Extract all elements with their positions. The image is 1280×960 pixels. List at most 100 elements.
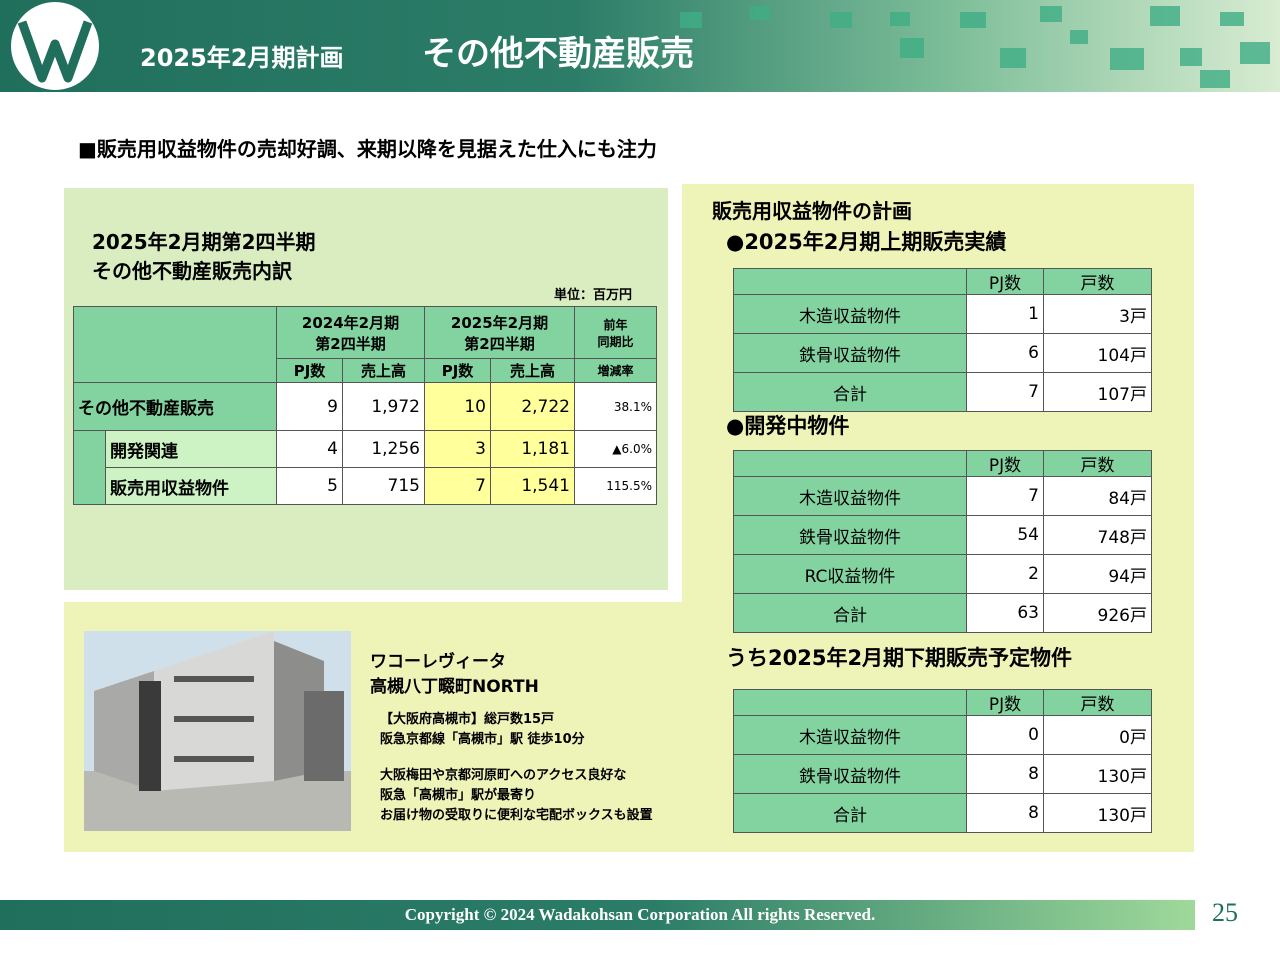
table-cell: 1,256 [342, 430, 425, 468]
table-cell: 1,972 [342, 382, 425, 431]
data-row: 鉄骨収益物件 54 748戸 [733, 515, 1152, 555]
table-cell: 104戸 [1043, 333, 1152, 373]
table-cell: 715 [342, 467, 425, 505]
subheader: PJ数 [276, 358, 343, 383]
header-band [0, 0, 1280, 92]
column-header: 戸数 [1043, 689, 1152, 716]
data-row: 合計 63 926戸 [733, 593, 1152, 633]
data-row: RC収益物件 2 94戸 [733, 554, 1152, 594]
table-cell: 2,722 [490, 382, 575, 431]
table-cell: 0 [966, 715, 1044, 755]
group-header: 2024年2月期 第2四半期 [276, 306, 425, 359]
row-label: 木造収益物件 [733, 715, 967, 755]
text-line: ワコーレヴィータ [370, 652, 506, 672]
row-label: 木造収益物件 [733, 294, 967, 334]
property-features: 大阪梅田や京都河原町へのアクセス良好な 阪急「高槻市」駅が最寄りお届け物の受取りに… [380, 766, 653, 826]
table-cell: 748戸 [1043, 515, 1152, 555]
text-line: 第2四半期 [464, 334, 535, 353]
column-header: PJ数 [966, 268, 1044, 295]
header-row: PJ数 戸数 [733, 450, 1152, 477]
row-label: 鉄骨収益物件 [733, 333, 967, 373]
unit-label: 単位：百万円 [554, 288, 633, 303]
table-cell: 84戸 [1043, 476, 1152, 516]
subheader-row: PJ数 売上高 PJ数 売上高 増減率 [74, 358, 657, 383]
table-cell: 1,181 [490, 430, 575, 468]
row-label: 販売用収益物件 [105, 467, 277, 505]
data-row: その他不動産販売 9 1,972 10 2,722 38.1% [73, 382, 657, 431]
subheader: 増減率 [574, 358, 657, 383]
text-line: 2025年2月期 [450, 313, 549, 332]
plan-table: PJ数 戸数 木造収益物件 1 3戸 鉄骨収益物件 6 104戸 合計 7 107戸 [733, 268, 1152, 412]
table-cell: 7 [966, 476, 1044, 516]
header-cell [73, 306, 277, 383]
data-row: 木造収益物件 0 0戸 [733, 715, 1152, 755]
table-cell: 9 [276, 382, 343, 431]
text-line: 【大阪府高槻市】総戸数15戸 [380, 712, 555, 727]
header-row: PJ数 戸数 [733, 689, 1152, 716]
table-cell: 130戸 [1043, 793, 1152, 833]
text-line: 2025年2月期第2四半期 [92, 230, 316, 254]
text-line: お届け物の受取りに便利な宅配ボックスも設置 [380, 808, 653, 823]
data-row: 合計 7 107戸 [733, 372, 1152, 412]
data-row: 開発関連 4 1,256 3 1,181 ▲6.0% [73, 430, 657, 505]
table-cell: 3戸 [1043, 294, 1152, 334]
text-line: 阪急「高槻市」駅が最寄り [380, 788, 537, 803]
table-cell: 0戸 [1043, 715, 1152, 755]
table-cell: 38.1% [574, 382, 657, 431]
text-line: その他不動産販売内訳 [92, 259, 292, 283]
text-line: 前年 [603, 317, 628, 332]
page-number: 25 [1212, 898, 1238, 927]
section-heading: ●開発中物件 [726, 414, 850, 438]
row-label: 鉄骨収益物件 [733, 515, 967, 555]
row-label: 合計 [733, 593, 967, 633]
table-cell: 7 [424, 467, 491, 505]
table-cell: 115.5% [574, 467, 657, 505]
data-row: 木造収益物件 1 3戸 [733, 294, 1152, 334]
text-line: 大阪梅田や京都河原町へのアクセス良好な [380, 768, 627, 783]
row-label: その他不動産販売 [73, 382, 277, 431]
copyright: Copyright © 2024 Wadakohsan Corporation … [404, 905, 876, 924]
group-header: 前年 同期比 [574, 306, 657, 359]
table-cell: 7 [966, 372, 1044, 412]
table-cell: 107戸 [1043, 372, 1152, 412]
row-label: 開発関連 [105, 430, 277, 468]
data-row: 販売用収益物件 5 715 7 1,541 115.5% [74, 467, 657, 505]
plan-title: 販売用収益物件の計画 [712, 199, 912, 223]
table-cell: 926戸 [1043, 593, 1152, 633]
table-cell: 1 [966, 294, 1044, 334]
header-cell [733, 689, 967, 716]
property-photo [84, 631, 351, 831]
table-cell: 8 [966, 754, 1044, 794]
table-cell: 10 [424, 382, 491, 431]
data-row: 合計 8 130戸 [733, 793, 1152, 833]
column-header: PJ数 [966, 689, 1044, 716]
plan-table: PJ数 戸数 木造収益物件 7 84戸 鉄骨収益物件 54 748戸 RC収益物件 2 94戸 合計 6… [733, 450, 1152, 633]
headline: ■販売用収益物件の売却好調、来期以降を見据えた仕入にも注力 [78, 137, 657, 161]
row-label: 木造収益物件 [733, 476, 967, 516]
row-label: RC収益物件 [733, 554, 967, 594]
table-cell: 3 [424, 430, 491, 468]
row-label: 鉄骨収益物件 [733, 754, 967, 794]
text-line: 同期比 [597, 334, 634, 349]
table-cell: 4 [276, 430, 343, 468]
header-title: その他不動産販売 [422, 34, 694, 74]
header-row: 2024年2月期 第2四半期 2025年2月期 第2四半期 前年同期比 [73, 306, 657, 383]
column-header: 戸数 [1043, 450, 1152, 477]
table-cell: ▲6.0% [574, 430, 657, 468]
subheader: PJ数 [424, 358, 491, 383]
breakdown-title: 2025年2月期第2四半期 その他不動産販売内訳 [92, 228, 316, 286]
table-cell: 5 [276, 467, 343, 505]
table-cell: 63 [966, 593, 1044, 633]
row-label: 合計 [733, 793, 967, 833]
header-decoration [11, 2, 1270, 90]
table-cell: 94戸 [1043, 554, 1152, 594]
indent-cell [73, 430, 106, 505]
data-row: 木造収益物件 7 84戸 [733, 476, 1152, 516]
property-name: ワコーレヴィータ高槻八丁畷町NORTH [370, 650, 539, 700]
text-line: 高槻八丁畷町NORTH [370, 677, 539, 697]
table-cell: 1,541 [490, 467, 575, 505]
breakdown-table: 2024年2月期 第2四半期 2025年2月期 第2四半期 前年 同期比 PJ数 売上高 PJ数… [73, 306, 657, 505]
column-header: PJ数 [966, 450, 1044, 477]
text-line: 2024年2月期 [301, 313, 400, 332]
